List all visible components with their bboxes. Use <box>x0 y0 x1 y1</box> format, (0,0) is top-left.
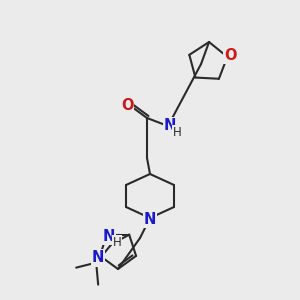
Text: O: O <box>121 98 133 112</box>
Text: H: H <box>172 125 182 139</box>
Text: O: O <box>224 48 237 63</box>
Text: N: N <box>164 118 176 134</box>
Text: N: N <box>92 250 104 266</box>
Text: N: N <box>103 229 115 244</box>
Text: N: N <box>144 212 156 226</box>
Text: H: H <box>112 236 121 249</box>
